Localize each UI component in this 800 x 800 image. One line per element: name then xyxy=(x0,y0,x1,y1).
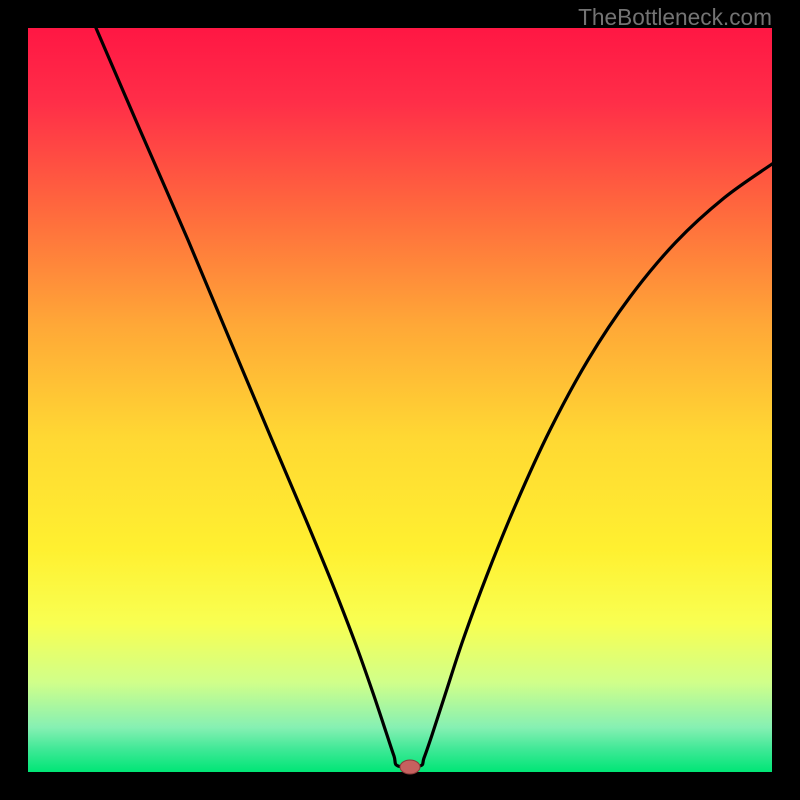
optimal-point-marker xyxy=(400,760,420,774)
chart-container: TheBottleneck.com xyxy=(0,0,800,800)
plot-area xyxy=(28,28,772,772)
bottleneck-curve xyxy=(96,28,772,767)
watermark-text: TheBottleneck.com xyxy=(578,4,772,31)
curve-layer xyxy=(0,0,800,800)
